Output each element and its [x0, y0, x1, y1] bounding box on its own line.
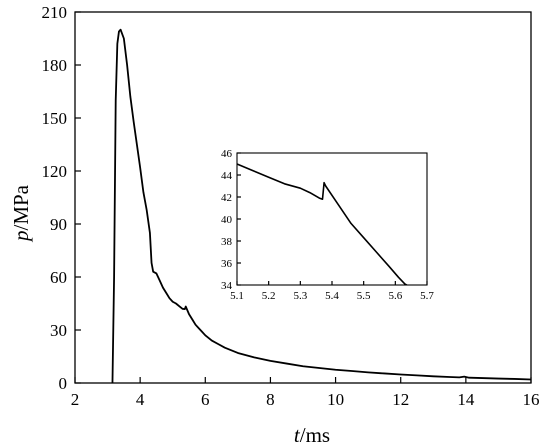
main-y-tick-label: 90: [50, 215, 67, 234]
inset-ticks: [236, 152, 428, 286]
x-axis-label-unit: /ms: [300, 423, 330, 447]
inset-y-tick-label: 38: [221, 236, 233, 248]
main-plot-frame: [74, 11, 532, 384]
inset-x-tick-label: 5.5: [357, 290, 371, 302]
inset-y-tick-label: 44: [221, 170, 233, 182]
main-y-tick-label: 150: [42, 109, 68, 128]
inset-y-tick-label: 42: [221, 192, 232, 204]
inset-tick-labels: 5.1 5.2 5.3 5.4 5.5 5.6 5.7 34 36 38 40 42 44 46: [221, 148, 434, 302]
inset-x-tick-label: 5.2: [262, 290, 276, 302]
inset-series-line: [237, 163, 409, 285]
y-axis-label: p/MPa: [9, 184, 33, 243]
inset-y-tick-label: 36: [221, 258, 233, 270]
y-axis-label-var: p: [9, 231, 33, 244]
main-y-tick-label: 120: [42, 162, 68, 181]
main-x-tick-label: 4: [136, 390, 145, 409]
x-axis-label-var: t: [294, 423, 301, 447]
main-y-tick-label: 60: [50, 268, 67, 287]
main-y-tick-label: 0: [59, 374, 68, 393]
x-axis-label: t/ms: [294, 423, 330, 447]
main-x-tick-label: 12: [392, 390, 409, 409]
inset-plot-frame: [236, 152, 428, 286]
main-ticks: [74, 11, 532, 384]
main-y-tick-label: 30: [50, 321, 67, 340]
inset-x-tick-label: 5.3: [293, 290, 307, 302]
inset-chart: 5.1 5.2 5.3 5.4 5.5 5.6 5.7 34 36 38 40 42 44 46: [221, 148, 434, 302]
main-x-tick-label: 14: [457, 390, 475, 409]
main-x-tick-label: 8: [266, 390, 275, 409]
inset-y-tick-label: 40: [221, 214, 233, 226]
main-series-line: [111, 28, 532, 384]
inset-x-tick-label: 5.1: [230, 290, 244, 302]
main-x-tick-label: 2: [71, 390, 80, 409]
y-axis-label-unit: /MPa: [9, 184, 33, 230]
inset-y-tick-label: 34: [221, 280, 233, 292]
inset-x-tick-label: 5.4: [325, 290, 339, 302]
main-y-tick-label: 180: [42, 56, 68, 75]
inset-x-tick-label: 5.7: [420, 290, 434, 302]
main-x-tick-label: 6: [201, 390, 210, 409]
inset-y-tick-label: 46: [221, 148, 233, 160]
main-x-tick-label: 10: [327, 390, 344, 409]
inset-x-tick-label: 5.6: [388, 290, 402, 302]
main-y-tick-label: 210: [42, 3, 68, 22]
main-x-tick-label: 16: [523, 390, 540, 409]
